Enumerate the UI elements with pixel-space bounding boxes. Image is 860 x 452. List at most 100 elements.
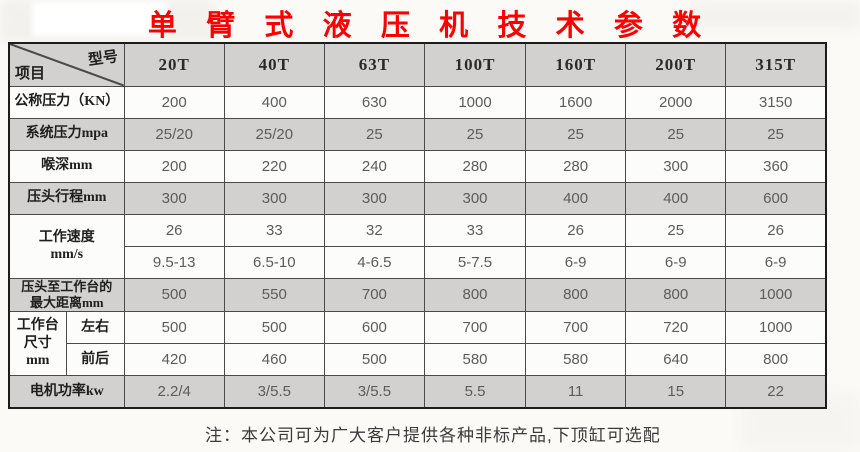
cell-value: 300	[625, 149, 727, 183]
cell-value: 26	[123, 213, 225, 247]
corner-model-label: 型号	[86, 48, 119, 69]
cell-value: 32	[323, 213, 425, 247]
corner-item-label: 项目	[15, 65, 46, 82]
row-label-worktable-size: 工作台 尺寸 mm	[8, 311, 67, 376]
cell-value: 420	[123, 343, 225, 376]
cell-value: 26	[725, 213, 827, 247]
cell-value: 3150	[725, 85, 827, 119]
cell-value: 2.2/4	[123, 375, 225, 408]
cell-value: 720	[625, 311, 727, 344]
cell-value: 800	[725, 343, 827, 376]
table-row-nominal-pressure: 公称压力（KN） 200 400 630 1000 1600 2000 3150	[8, 85, 827, 119]
cell-value: 1600	[525, 85, 627, 119]
row-label: 压头行程mm	[8, 181, 125, 215]
cell-value: 630	[323, 85, 425, 119]
cell-value: 640	[625, 343, 727, 376]
cell-value: 400	[223, 85, 325, 119]
cell-value: 200	[123, 149, 225, 183]
table-row-working-speed-slow: 9.5-13 6.5-10 4-6.5 5-7.5 6-9 6-9 6-9	[9, 245, 827, 279]
cell-value: 300	[223, 181, 325, 215]
cell-value: 700	[423, 311, 527, 344]
cell-value: 26	[525, 213, 627, 247]
cell-value: 360	[725, 149, 827, 183]
cell-value: 700	[323, 277, 425, 312]
cell-value: 25	[323, 117, 425, 151]
cell-value: 500	[223, 311, 325, 344]
cell-value: 500	[123, 277, 225, 312]
table-row-system-pressure: 系统压力mpa 25/20 25/20 25 25 25 25 25	[8, 117, 827, 151]
cell-value: 11	[525, 375, 627, 408]
cell-value: 9.5-13	[123, 245, 225, 279]
spec-table: 型号 项目 20T 40T 63T 100T 160T 200T 315T 公称…	[8, 42, 827, 409]
cell-value: 3/5.5	[323, 375, 425, 408]
cell-value: 460	[223, 343, 325, 376]
cell-value: 6.5-10	[223, 245, 325, 279]
cell-value: 25	[525, 117, 627, 151]
table-row-max-distance: 压头至工作台的 最大距离mm 500 550 700 800 800 800 1…	[8, 277, 827, 312]
diagonal-divider-line	[10, 44, 124, 86]
cell-value: 280	[423, 149, 527, 183]
cell-value: 600	[323, 311, 425, 344]
cell-value: 25/20	[223, 117, 325, 151]
cell-value: 240	[323, 149, 425, 183]
cell-value: 22	[725, 375, 827, 408]
column-header-315t: 315T	[725, 42, 827, 87]
cell-value: 500	[323, 343, 425, 376]
cell-value: 25	[725, 117, 827, 151]
cell-value: 3/5.5	[223, 375, 325, 408]
cell-value: 25	[625, 117, 727, 151]
cell-value: 33	[223, 213, 325, 247]
cell-value: 500	[123, 311, 225, 344]
cell-value: 5.5	[423, 375, 527, 408]
row-label: 系统压力mpa	[8, 117, 125, 151]
row-label: 公称压力（KN）	[8, 85, 125, 119]
cell-value: 400	[525, 181, 627, 215]
cell-value: 220	[223, 149, 325, 183]
column-header-63t: 63T	[323, 42, 425, 87]
table-row-worktable-fb: 前后 420 460 500 580 580 640 800	[9, 343, 827, 376]
row-label: 工作速度 mm/s	[8, 213, 125, 279]
cell-value: 580	[423, 343, 527, 376]
table-row-working-speed-fast: 工作速度 mm/s 26 33 32 33 26 25 26	[8, 213, 827, 279]
table-row-ram-stroke: 压头行程mm 300 300 300 300 400 400 600	[8, 181, 827, 215]
cell-value: 800	[625, 277, 727, 312]
cell-value: 600	[725, 181, 827, 215]
column-header-40t: 40T	[223, 42, 325, 87]
table-row-motor-power: 电机功率kw 2.2/4 3/5.5 3/5.5 5.5 11 15 22	[8, 375, 827, 408]
footnote: 注：本公司可为广大客户提供各种非标产品,下顶缸可选配	[205, 426, 661, 445]
cell-value: 2000	[625, 85, 727, 119]
cell-value: 800	[423, 277, 527, 312]
page-title: 单 臂 式 液 压 机 技 术 参 数	[147, 10, 713, 42]
cell-value: 300	[123, 181, 225, 215]
column-header-160t: 160T	[525, 42, 627, 87]
cell-value: 300	[423, 181, 527, 215]
cell-value: 1000	[423, 85, 527, 119]
cell-value: 33	[423, 213, 527, 247]
cell-value: 15	[625, 375, 727, 408]
cell-value: 25	[423, 117, 527, 151]
cell-value: 800	[525, 277, 627, 312]
column-header-20t: 20T	[123, 42, 225, 87]
cell-value: 1000	[725, 311, 827, 344]
cell-value: 700	[525, 311, 627, 344]
header-row: 型号 项目 20T 40T 63T 100T 160T 200T 315T	[8, 42, 827, 87]
table-row-throat-depth: 喉深mm 200 220 240 280 280 300 360	[8, 149, 827, 183]
cell-value: 300	[323, 181, 425, 215]
column-header-200t: 200T	[625, 42, 727, 87]
cell-value: 6-9	[525, 245, 627, 279]
row-label: 喉深mm	[8, 149, 125, 183]
table-row-worktable-lr: 工作台 尺寸 mm 左右 500 500 600 700 700 720 100…	[8, 311, 827, 376]
corner-header-cell: 型号 项目	[8, 42, 125, 87]
row-label: 电机功率kw	[8, 375, 125, 408]
sub-row-label-lr: 左右	[65, 311, 125, 344]
cell-value: 4-6.5	[323, 245, 425, 279]
cell-value: 5-7.5	[423, 245, 527, 279]
cell-value: 550	[223, 277, 325, 312]
row-label: 压头至工作台的 最大距离mm	[8, 277, 125, 312]
cell-value: 25/20	[123, 117, 225, 151]
sub-row-label-fb: 前后	[65, 343, 125, 376]
column-header-100t: 100T	[423, 42, 527, 87]
cell-value: 25	[625, 213, 727, 247]
cell-value: 6-9	[625, 245, 727, 279]
cell-value: 6-9	[725, 245, 827, 279]
